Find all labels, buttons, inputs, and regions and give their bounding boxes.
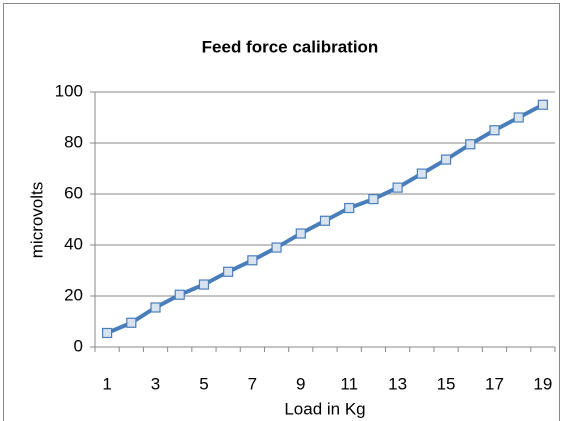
y-tick-label: 80 [64,132,83,151]
y-tick-label: 20 [64,285,83,304]
data-point [440,154,452,165]
x-tick-label: 13 [388,374,407,393]
y-axis-label: microvolts [27,182,46,259]
data-point [126,317,137,328]
data-point [537,99,548,110]
data-point [465,139,476,150]
data-point [344,202,355,214]
data-point [271,242,282,253]
data-point [174,289,185,300]
y-tick-label: 60 [64,183,83,202]
data-point [247,255,258,266]
data-point [368,194,379,205]
x-tick-label: 19 [533,374,552,393]
data-point [416,168,427,179]
y-tick-label: 40 [64,234,83,253]
x-tick-label: 1 [102,374,111,393]
x-tick-label: 11 [340,374,358,393]
x-tick-label: 17 [485,374,504,393]
data-point [392,182,403,193]
x-axis-label: Load in Kg [284,399,365,418]
data-point [513,112,524,123]
data-point [198,279,210,290]
data-point [295,228,306,239]
data-point [489,125,500,136]
x-tick-label: 5 [199,374,208,393]
data-point [102,327,113,339]
chart-frame [3,3,560,421]
x-tick-label: 9 [296,374,305,393]
y-tick-label: 0 [74,336,83,355]
x-tick-label: 7 [248,374,257,393]
x-tick-label: 15 [437,374,456,393]
data-point [223,266,234,277]
x-tick-label: 3 [151,374,160,393]
y-tick-label: 100 [55,81,83,100]
data-point [150,302,161,313]
data-point [319,215,331,226]
chart-title: Feed force calibration [202,37,379,56]
